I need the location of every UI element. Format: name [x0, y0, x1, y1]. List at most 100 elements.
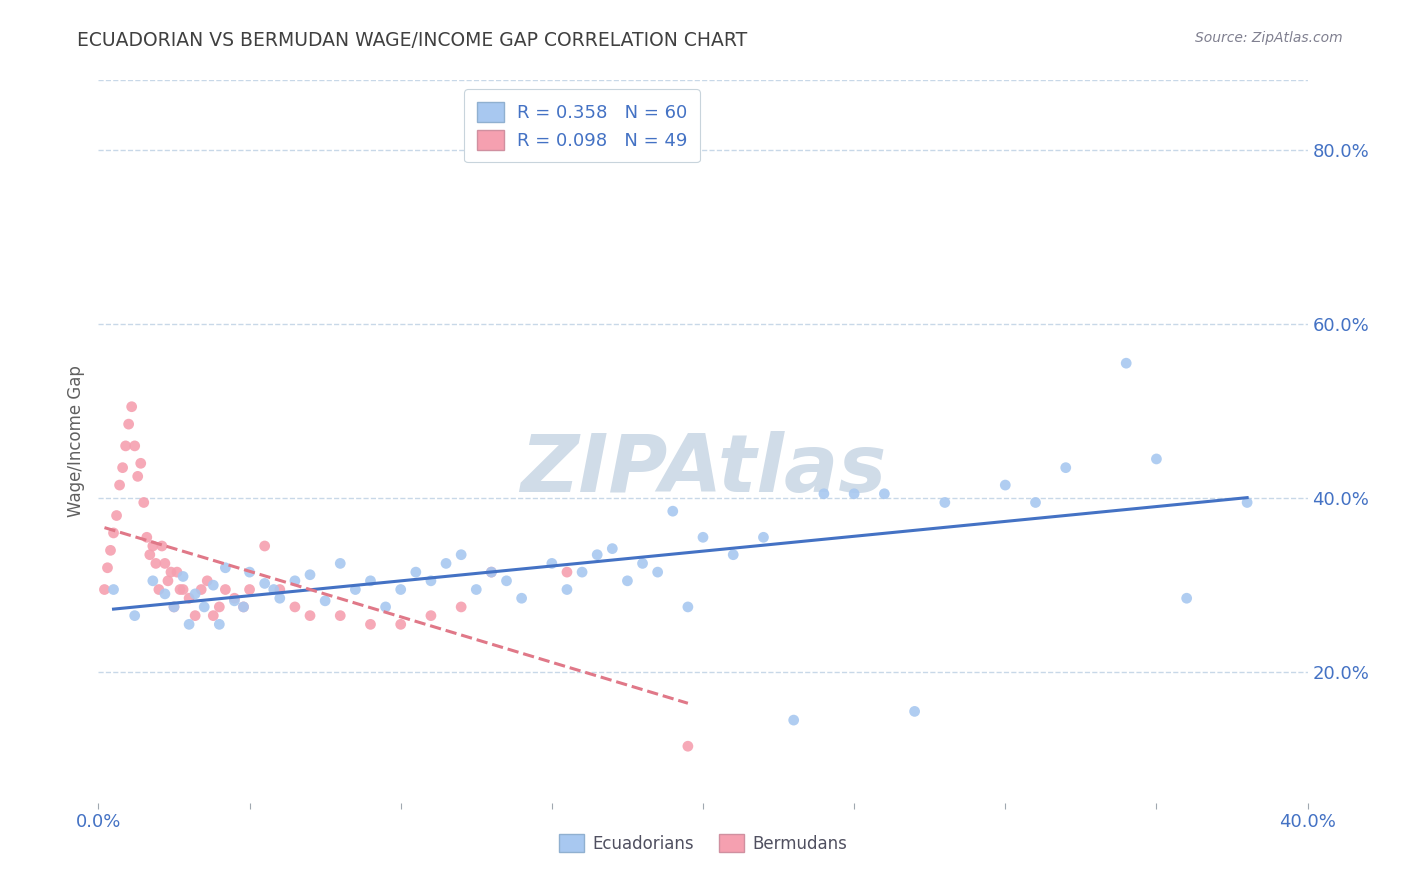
Point: [239, 582, 262, 597]
Point: [571, 565, 593, 579]
Point: [145, 557, 167, 571]
Point: [616, 574, 638, 588]
Point: [555, 582, 578, 597]
Point: [214, 561, 236, 575]
Point: [813, 487, 835, 501]
Point: [100, 543, 122, 558]
Point: [111, 460, 134, 475]
Point: [676, 599, 699, 614]
Point: [934, 495, 956, 509]
Point: [129, 456, 152, 470]
Point: [1054, 460, 1077, 475]
Point: [450, 548, 472, 562]
Point: [904, 705, 927, 719]
Point: [299, 608, 322, 623]
Point: [481, 565, 503, 579]
Point: [179, 617, 201, 632]
Point: [124, 608, 146, 623]
Point: [153, 557, 176, 571]
Point: [314, 594, 336, 608]
Point: [299, 567, 322, 582]
Point: [208, 617, 231, 632]
Point: [96, 561, 118, 575]
Point: [284, 599, 307, 614]
Point: [329, 557, 352, 571]
Point: [127, 469, 149, 483]
Point: [156, 574, 179, 588]
Point: [844, 487, 866, 501]
Point: [132, 495, 155, 509]
Point: [103, 525, 125, 540]
Point: [103, 582, 125, 597]
Point: [166, 565, 188, 579]
Point: [783, 713, 806, 727]
Point: [108, 478, 131, 492]
Point: [586, 548, 609, 562]
Point: [465, 582, 488, 597]
Point: [1175, 591, 1198, 606]
Point: [239, 565, 262, 579]
Point: [434, 557, 457, 571]
Point: [481, 565, 503, 579]
Point: [202, 578, 225, 592]
Point: [169, 582, 191, 597]
Point: [190, 582, 212, 597]
Point: [253, 539, 276, 553]
Point: [232, 599, 254, 614]
Point: [184, 608, 207, 623]
Point: [752, 530, 775, 544]
Point: [723, 548, 745, 562]
Point: [172, 569, 194, 583]
Point: [253, 576, 276, 591]
Point: [263, 582, 285, 597]
Point: [360, 617, 382, 632]
Point: [118, 417, 141, 431]
Point: [374, 599, 396, 614]
Point: [1115, 356, 1137, 370]
Point: [540, 557, 562, 571]
Point: [994, 478, 1017, 492]
Point: [153, 587, 176, 601]
Point: [631, 557, 654, 571]
Point: [148, 582, 170, 597]
Point: [495, 574, 517, 588]
Point: [163, 599, 186, 614]
Point: [232, 599, 254, 614]
Text: Source: ZipAtlas.com: Source: ZipAtlas.com: [1195, 31, 1343, 45]
Text: ZIPAtlas: ZIPAtlas: [520, 432, 886, 509]
Point: [676, 739, 699, 754]
Point: [139, 548, 162, 562]
Legend: Ecuadorians, Bermudans: Ecuadorians, Bermudans: [553, 828, 853, 860]
Point: [160, 565, 183, 579]
Text: ECUADORIAN VS BERMUDAN WAGE/INCOME GAP CORRELATION CHART: ECUADORIAN VS BERMUDAN WAGE/INCOME GAP C…: [77, 31, 748, 50]
Point: [389, 617, 412, 632]
Point: [179, 591, 201, 606]
Point: [1144, 452, 1167, 467]
Point: [202, 608, 225, 623]
Point: [163, 599, 186, 614]
Point: [93, 582, 115, 597]
Point: [124, 439, 146, 453]
Point: [214, 582, 236, 597]
Point: [142, 574, 165, 588]
Point: [602, 541, 624, 556]
Point: [150, 539, 173, 553]
Point: [389, 582, 412, 597]
Point: [329, 608, 352, 623]
Point: [195, 574, 218, 588]
Point: [510, 591, 533, 606]
Point: [692, 530, 714, 544]
Point: [555, 565, 578, 579]
Point: [420, 574, 443, 588]
Point: [142, 539, 165, 553]
Point: [114, 439, 136, 453]
Y-axis label: Wage/Income Gap: Wage/Income Gap: [66, 366, 84, 517]
Point: [405, 565, 427, 579]
Point: [420, 608, 443, 623]
Point: [873, 487, 896, 501]
Point: [224, 591, 246, 606]
Point: [184, 587, 207, 601]
Point: [450, 599, 472, 614]
Point: [360, 574, 382, 588]
Point: [224, 594, 246, 608]
